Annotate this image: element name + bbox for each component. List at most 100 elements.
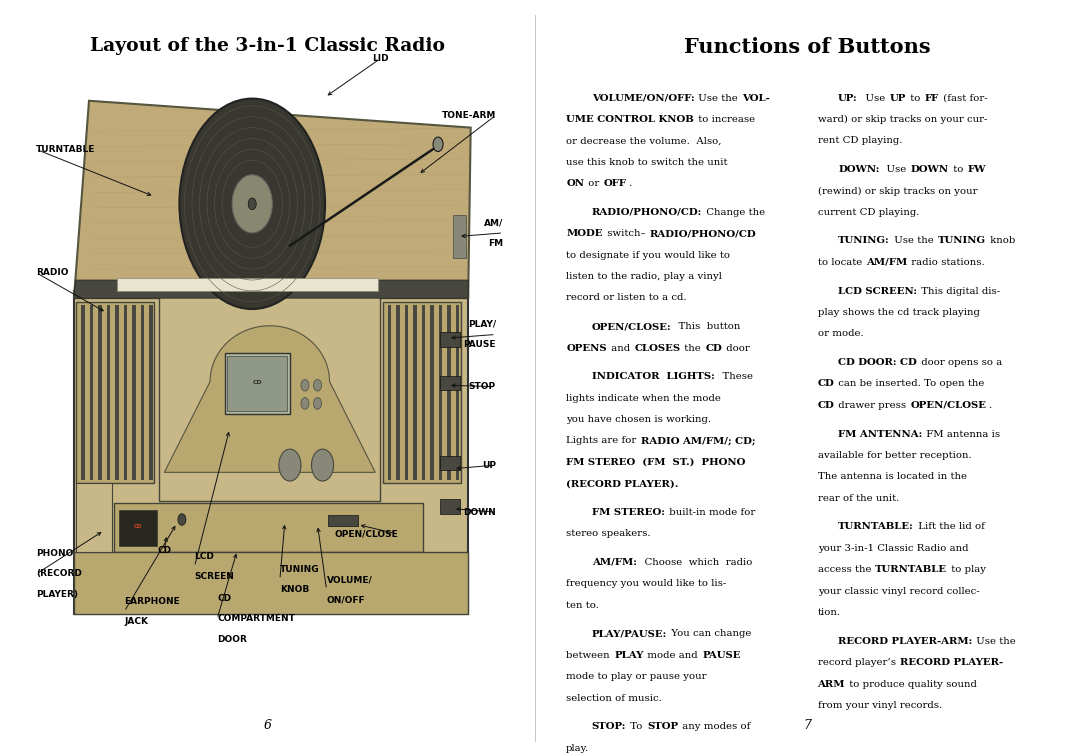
Bar [440,333,460,347]
Circle shape [301,380,309,391]
Text: KNOB: KNOB [280,585,309,594]
Text: FM: FM [488,238,503,247]
Bar [107,305,110,479]
Text: These: These [716,372,753,381]
Bar [388,305,391,479]
Text: PLAYER): PLAYER) [37,590,78,599]
Bar [440,456,460,470]
Text: CD DOOR: CD: CD DOOR: CD [838,358,917,367]
Text: knob: knob [987,237,1015,246]
Text: rent CD playing.: rent CD playing. [818,136,902,145]
Circle shape [232,175,272,233]
Text: .: . [627,179,631,188]
Text: This digital dis-: This digital dis- [918,287,1000,296]
Text: access the: access the [818,565,875,575]
Text: your 3-in-1 Classic Radio and: your 3-in-1 Classic Radio and [818,544,968,553]
Text: To: To [627,723,646,731]
Text: JACK: JACK [124,618,148,627]
Text: CD: CD [253,380,262,385]
Text: VOLUME/ON/OFF:: VOLUME/ON/OFF: [592,94,694,103]
Text: OPEN/CLOSE:: OPEN/CLOSE: [592,322,672,331]
Circle shape [248,198,256,209]
Text: CD: CD [158,547,172,555]
Text: CD: CD [818,380,835,389]
Text: PHONO: PHONO [37,549,73,558]
Bar [440,376,460,390]
Bar [77,483,111,552]
Bar [396,305,400,479]
Text: switch–: switch– [604,229,649,238]
Bar [438,305,442,479]
Text: FW: FW [968,165,986,174]
Text: can be inserted. To open the: can be inserted. To open the [835,380,985,389]
Text: selection of music.: selection of music. [566,694,662,703]
Text: TURNTABLE:: TURNTABLE: [838,522,914,531]
Text: UP:: UP: [838,94,858,103]
Bar [124,305,127,479]
Text: use this knob to switch the unit: use this knob to switch the unit [566,158,728,167]
Bar [421,305,426,479]
Bar [117,278,378,291]
Text: ten to.: ten to. [566,601,599,610]
Text: you have chosen is working.: you have chosen is working. [566,415,712,424]
Text: MODE: MODE [566,229,603,238]
Bar [160,295,380,501]
Text: UME CONTROL KNOB: UME CONTROL KNOB [566,115,694,124]
Bar [382,302,461,483]
Text: This  button: This button [673,322,741,331]
Polygon shape [73,280,469,298]
Bar [225,352,289,414]
Text: TUNING:: TUNING: [838,237,890,246]
Text: PAUSE: PAUSE [463,340,496,349]
Bar [133,305,136,479]
Text: PLAY/: PLAY/ [468,320,496,329]
Text: (fast for-: (fast for- [940,94,987,103]
Text: ON: ON [566,179,584,188]
Text: RECORD PLAYER-: RECORD PLAYER- [900,658,1003,667]
Text: RECORD PLAYER-ARM:: RECORD PLAYER-ARM: [838,637,972,646]
Text: lights indicate when the mode: lights indicate when the mode [566,394,721,403]
Text: VOL-: VOL- [743,94,770,103]
Circle shape [313,398,322,409]
Text: Layout of the 3-in-1 Classic Radio: Layout of the 3-in-1 Classic Radio [90,37,445,55]
Text: ward) or skip tracks on your cur-: ward) or skip tracks on your cur- [818,115,987,124]
Text: .: . [988,401,991,410]
Circle shape [301,398,309,409]
Polygon shape [73,101,471,298]
Bar [114,503,423,552]
Text: between: between [566,651,613,660]
Text: (RECORD PLAYER).: (RECORD PLAYER). [566,479,678,488]
Text: LCD: LCD [194,552,214,561]
Text: The antenna is located in the: The antenna is located in the [818,472,967,482]
Text: Functions of Buttons: Functions of Buttons [684,37,931,57]
Text: to play: to play [948,565,986,575]
Text: RADIO/PHONO/CD: RADIO/PHONO/CD [649,229,756,238]
Text: TUNING: TUNING [937,237,986,246]
Text: FF: FF [924,94,939,103]
Bar [405,305,408,479]
Text: STOP:: STOP: [592,723,626,731]
Bar [440,499,460,514]
Text: to: to [950,165,967,174]
Text: OFF: OFF [604,179,626,188]
Text: current CD playing.: current CD playing. [818,208,919,217]
Text: built-in mode for: built-in mode for [665,508,755,517]
Text: DOWN: DOWN [912,165,949,174]
Text: or: or [585,179,603,188]
Text: frequency you would like to lis-: frequency you would like to lis- [566,579,727,588]
Text: Use the: Use the [891,237,936,246]
Text: TUNING: TUNING [280,565,320,574]
Text: listen to the radio, play a vinyl: listen to the radio, play a vinyl [566,272,723,281]
Bar [119,510,157,547]
Text: TONE-ARM: TONE-ARM [442,111,496,119]
Bar [98,305,102,479]
Text: AM/: AM/ [484,218,503,228]
Text: AM/FM: AM/FM [866,258,907,267]
Text: STOP: STOP [469,383,496,391]
Polygon shape [164,326,375,472]
Text: or decrease the volume.  Also,: or decrease the volume. Also, [566,136,721,145]
Text: Use the: Use the [696,94,742,103]
Text: ARM: ARM [818,680,845,689]
Text: TURNTABLE: TURNTABLE [875,565,947,575]
Text: FM ANTENNA:: FM ANTENNA: [838,429,922,438]
